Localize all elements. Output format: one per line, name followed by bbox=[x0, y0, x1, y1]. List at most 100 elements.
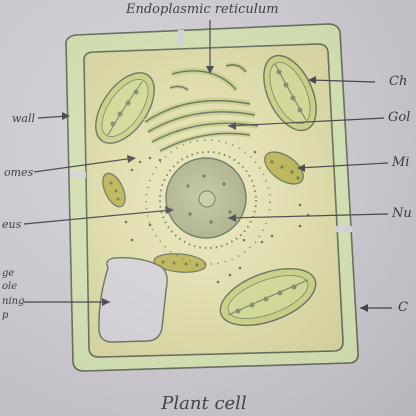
granum bbox=[249, 302, 255, 308]
pointer-ribosomes bbox=[33, 157, 135, 173]
ribosomes bbox=[124, 150, 310, 284]
ribosome bbox=[228, 273, 232, 277]
granum bbox=[125, 100, 131, 106]
mitochondrion-shape bbox=[153, 253, 207, 273]
golgi-cisterna bbox=[151, 122, 259, 143]
chromatin bbox=[228, 210, 232, 214]
figure-caption: Plant cell bbox=[161, 393, 247, 414]
granum bbox=[276, 69, 282, 75]
crista bbox=[280, 165, 284, 169]
ribosome bbox=[238, 266, 242, 270]
golgi-apparatus bbox=[143, 97, 259, 154]
pointer-nucleus-left bbox=[23, 209, 173, 225]
crista bbox=[116, 197, 120, 201]
er-segment bbox=[171, 70, 237, 91]
ribosome bbox=[298, 224, 302, 228]
arrowhead-nucleus-left bbox=[165, 206, 174, 214]
nucleus bbox=[145, 139, 271, 265]
label-vacuole-line-2: ole bbox=[2, 281, 18, 292]
label-golgi: Gol bbox=[388, 110, 411, 125]
wall-gaps bbox=[70, 30, 352, 232]
granum bbox=[235, 308, 241, 314]
wall-gap-left bbox=[70, 172, 86, 178]
chromatin bbox=[188, 212, 192, 216]
granum bbox=[110, 121, 116, 127]
arrowhead-golgi bbox=[228, 122, 236, 130]
er-segment bbox=[225, 64, 247, 73]
pointer-nucleus-right bbox=[227, 213, 389, 219]
chromatin bbox=[202, 174, 206, 178]
pointer-arrowheads bbox=[62, 66, 368, 312]
granum bbox=[291, 284, 297, 290]
label-chloroplast: Ch bbox=[389, 74, 408, 89]
chloroplast-top-right bbox=[263, 54, 317, 132]
ribosome bbox=[298, 203, 302, 207]
ribosome bbox=[130, 168, 134, 172]
arrowhead-nucleus-right bbox=[228, 214, 236, 222]
ribosome bbox=[270, 234, 274, 238]
arrowhead-ribosomes bbox=[127, 155, 136, 163]
granum bbox=[283, 82, 289, 88]
crista bbox=[109, 181, 113, 185]
chromatin bbox=[186, 184, 190, 188]
arrowhead-er bbox=[206, 66, 214, 74]
label-nucleus-left: eus bbox=[2, 218, 22, 231]
crista bbox=[290, 170, 294, 174]
mitochondrion-bottom bbox=[153, 253, 207, 273]
label-nucleus-right: Nu bbox=[392, 206, 412, 221]
chloroplast-top-left bbox=[95, 72, 155, 144]
grana-line bbox=[274, 63, 307, 121]
arrowhead-chloroplast bbox=[308, 76, 316, 84]
mitochondrion-shape bbox=[102, 172, 126, 208]
label-vacuole-line-3: ning bbox=[2, 296, 25, 307]
granum bbox=[117, 111, 123, 117]
crista bbox=[195, 263, 199, 267]
mitochondrion-shape bbox=[264, 151, 304, 185]
granum bbox=[277, 290, 283, 296]
ribosome bbox=[260, 240, 264, 244]
crista bbox=[270, 160, 274, 164]
granum bbox=[290, 95, 296, 101]
nuclear-envelope-dots-outer bbox=[145, 139, 271, 265]
ribosome bbox=[138, 160, 142, 164]
ribosome bbox=[124, 220, 128, 224]
nuclear-envelope-dots bbox=[159, 151, 257, 249]
nucleolus bbox=[198, 190, 216, 208]
crista bbox=[296, 176, 300, 180]
large-vacuole bbox=[98, 256, 168, 343]
crista bbox=[184, 262, 188, 266]
crista bbox=[172, 261, 176, 265]
label-vacuole-line-4: p bbox=[2, 310, 9, 321]
ribosome bbox=[148, 156, 152, 160]
ribosome bbox=[158, 158, 162, 162]
golgi-cisterna bbox=[144, 99, 251, 123]
grana-line bbox=[107, 81, 143, 136]
crista bbox=[114, 189, 118, 193]
arrowhead-cell-membrane bbox=[360, 304, 368, 312]
wall-gap-right bbox=[336, 226, 352, 232]
label-vacuole-line-1: ge bbox=[2, 268, 15, 279]
pointer-chloroplast bbox=[309, 79, 376, 83]
ribosome bbox=[148, 223, 152, 227]
golgi-cisterna bbox=[159, 132, 251, 152]
mitochondrion-right bbox=[264, 151, 304, 185]
crista bbox=[161, 260, 165, 264]
label-cell-membrane: C bbox=[398, 300, 408, 315]
label-ribosomes: omes bbox=[4, 166, 34, 179]
label-endoplasmic-reticulum: Endoplasmic reticulum bbox=[126, 2, 279, 17]
er-segment bbox=[169, 85, 189, 91]
granum bbox=[133, 89, 139, 95]
pointer-golgi bbox=[227, 117, 385, 127]
ribosome bbox=[242, 238, 246, 242]
label-mitochondria: Mi bbox=[392, 155, 410, 170]
chromatin bbox=[209, 220, 213, 224]
ribosome bbox=[253, 150, 257, 154]
arrowhead-vacuole bbox=[102, 298, 110, 306]
arrowhead-mitochondria bbox=[297, 164, 305, 172]
mitochondrion-left bbox=[102, 172, 126, 208]
label-cell-wall: wall bbox=[12, 112, 36, 125]
granum bbox=[297, 107, 303, 113]
ribosome bbox=[130, 238, 134, 242]
